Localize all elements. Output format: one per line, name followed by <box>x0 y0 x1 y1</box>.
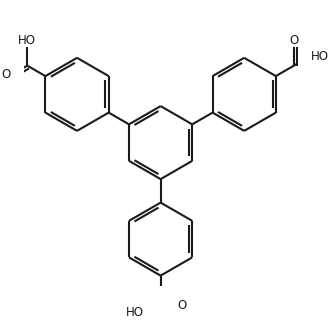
Text: HO: HO <box>311 50 329 63</box>
Text: O: O <box>1 68 10 81</box>
Text: HO: HO <box>126 306 144 319</box>
Text: HO: HO <box>18 34 36 47</box>
Text: O: O <box>178 299 187 312</box>
Text: O: O <box>289 34 299 47</box>
